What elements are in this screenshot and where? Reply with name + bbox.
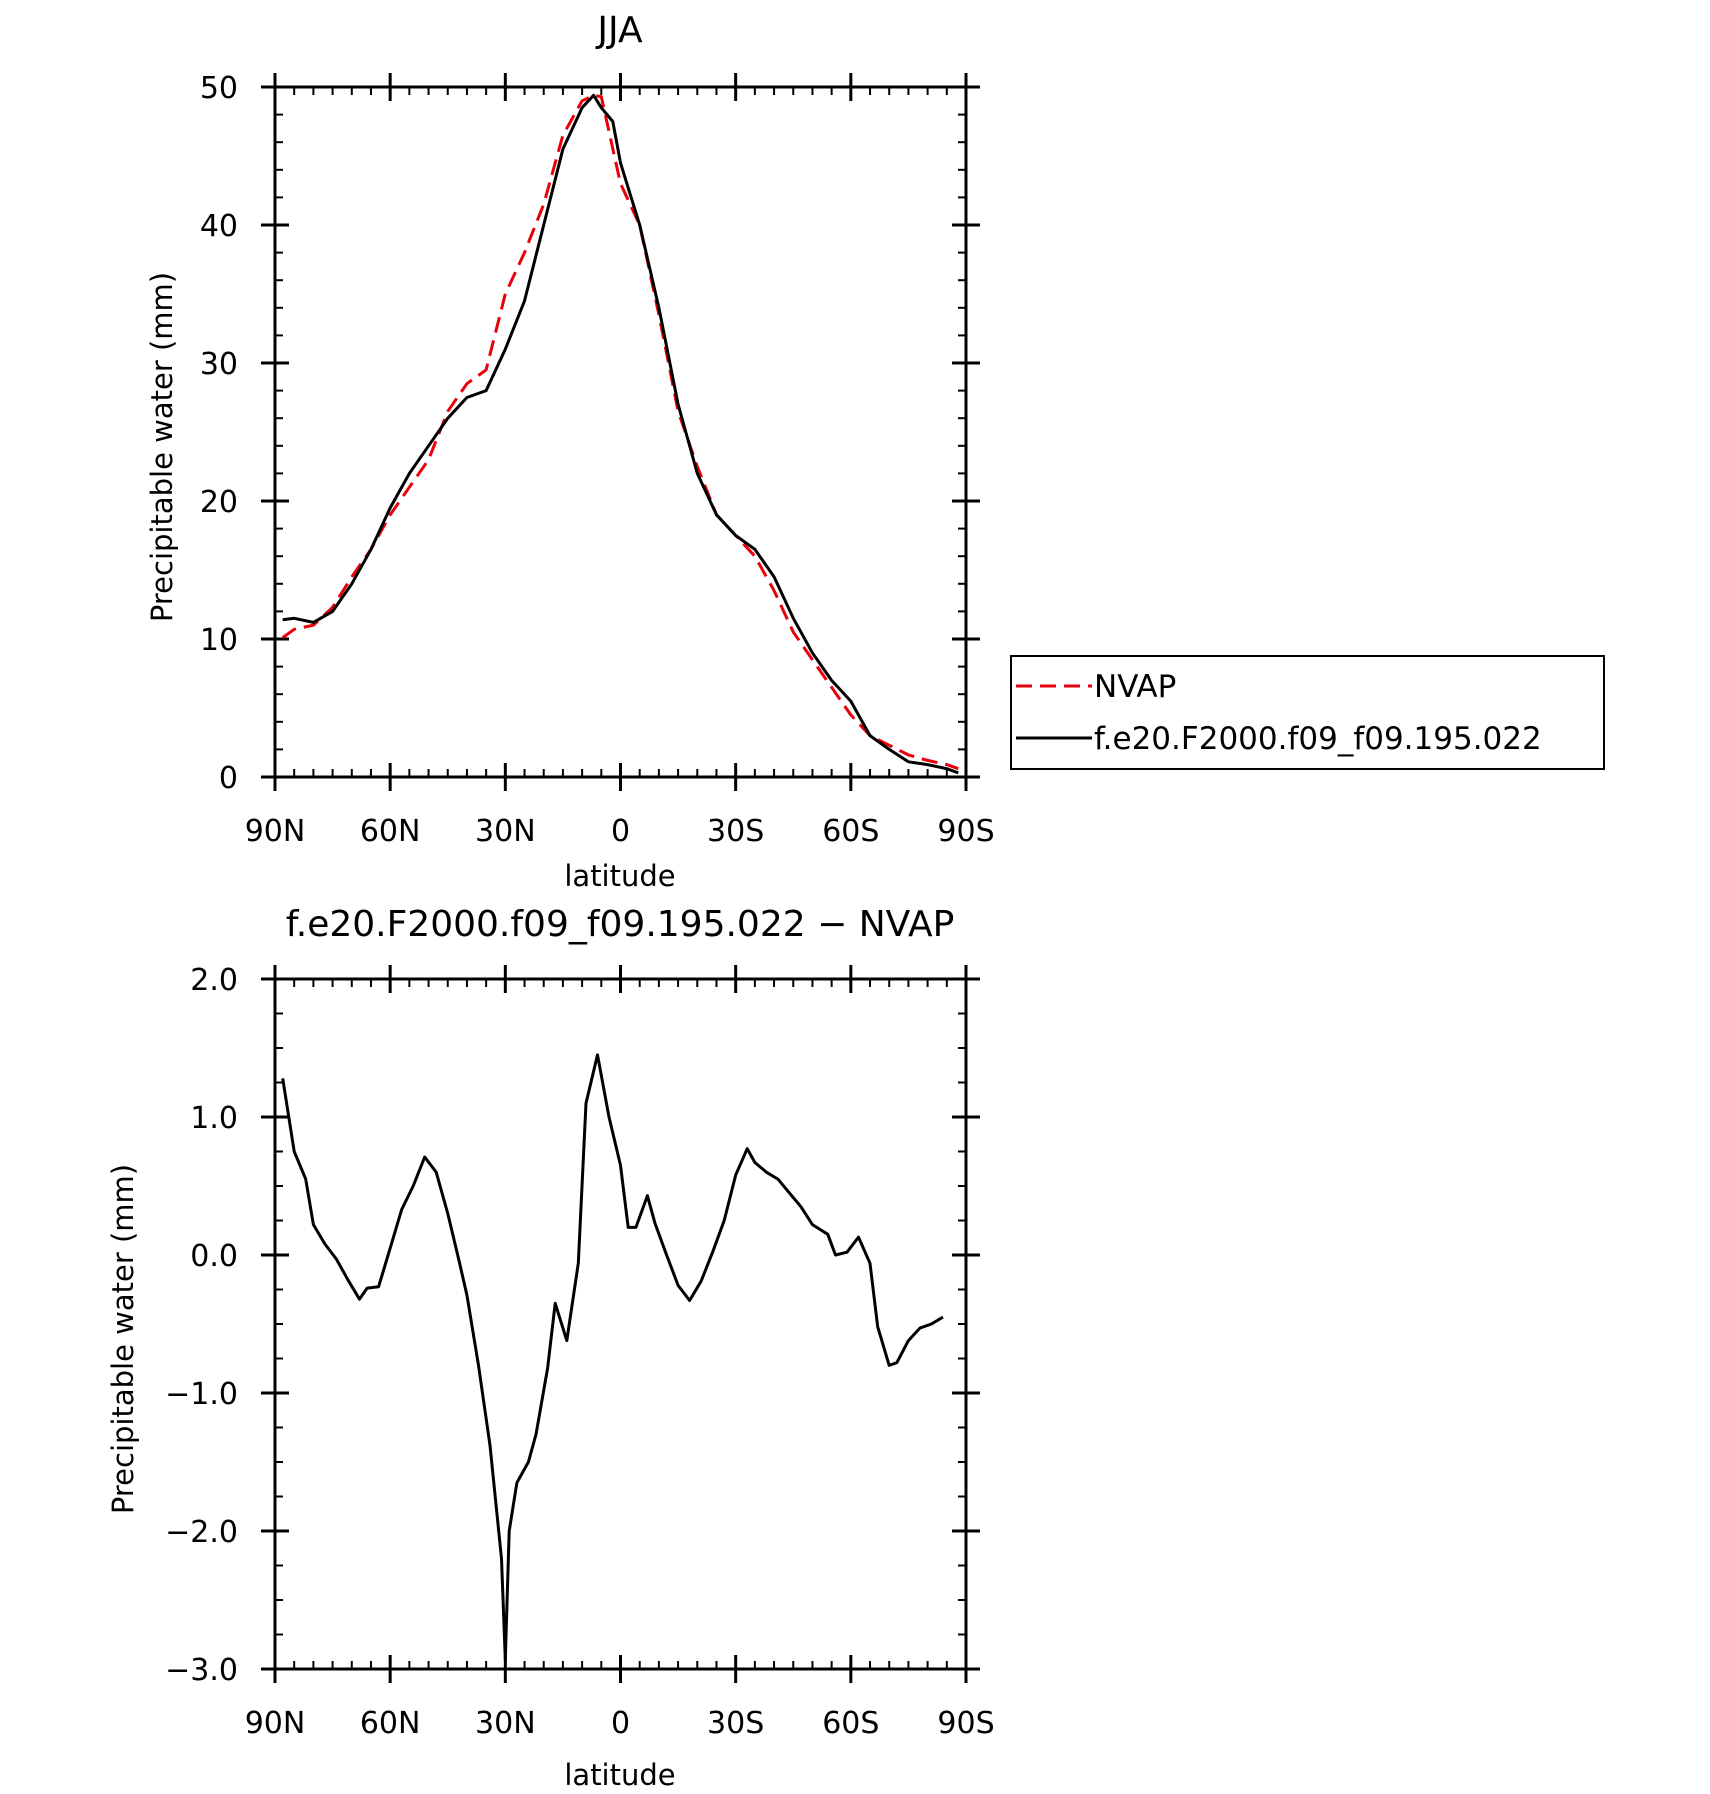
x-tick-label: 60S: [822, 814, 879, 849]
chart-title: f.e20.F2000.f09_f09.195.022 − NVAP: [286, 904, 955, 945]
x-tick-label: 90N: [245, 1706, 306, 1741]
plot-frame: [273, 977, 968, 1671]
series-line-difference: [281, 1053, 944, 1661]
y-tick-label: 0.0: [190, 1239, 238, 1274]
y-tick-label: −2.0: [165, 1515, 238, 1550]
x-tick-label: 60N: [360, 814, 421, 849]
bottom-panel: f.e20.F2000.f09_f09.195.022 − NVAP 90N 60…: [106, 904, 995, 1792]
x-axis-label: latitude: [564, 859, 675, 893]
series-line-model: [282, 93, 959, 775]
x-tick-label: 30S: [707, 814, 764, 849]
legend: NVAP f.e20.F2000.f09_f09.195.022: [1010, 655, 1605, 770]
series-line-nvap: [281, 93, 959, 771]
legend-label-nvap: NVAP: [1094, 669, 1176, 705]
y-tick-label: −3.0: [165, 1653, 238, 1688]
x-tick-label: 0: [611, 814, 630, 849]
y-tick-label: 2.0: [190, 963, 238, 998]
y-tick-label: 20: [200, 485, 238, 520]
top-panel: JJA 90N 60N 30N 0 30S 60S 90S 0 10 20 30 40 50 latit…: [145, 10, 995, 893]
y-tick-label: 10: [200, 623, 238, 658]
x-tick-label: 90N: [245, 814, 306, 849]
y-tick-label: 50: [200, 71, 238, 106]
chart-title: JJA: [595, 10, 643, 51]
x-axis-label: latitude: [564, 1758, 675, 1792]
bottom-chart-marks: 90N 60N 30N 0 30S 60S 90S −3.0 −2.0 −1.0 0.0 1.0 2.0: [165, 963, 994, 1741]
y-tick-label: −1.0: [165, 1377, 238, 1412]
y-tick-label: 0: [219, 761, 238, 796]
x-tick-label: 60N: [360, 1706, 421, 1741]
y-tick-label: 30: [200, 347, 238, 382]
y-axis-label: Precipitable water (mm): [145, 272, 179, 622]
x-tick-label: 90S: [937, 814, 994, 849]
y-axis-label: Precipitable water (mm): [106, 1164, 140, 1514]
top-chart-marks: 90N 60N 30N 0 30S 60S 90S 0 10 20 30 40 50: [200, 71, 995, 849]
legend-box: [1010, 655, 1605, 770]
x-tick-label: 30N: [475, 814, 536, 849]
y-tick-label: 1.0: [190, 1101, 238, 1136]
x-tick-label: 60S: [822, 1706, 879, 1741]
y-tick-label: 40: [200, 209, 238, 244]
x-tick-label: 90S: [937, 1706, 994, 1741]
legend-label-model: f.e20.F2000.f09_f09.195.022: [1094, 721, 1542, 757]
x-tick-label: 30S: [707, 1706, 764, 1741]
x-tick-label: 30N: [475, 1706, 536, 1741]
plot-frame: [273, 85, 968, 779]
x-tick-label: 0: [611, 1706, 630, 1741]
